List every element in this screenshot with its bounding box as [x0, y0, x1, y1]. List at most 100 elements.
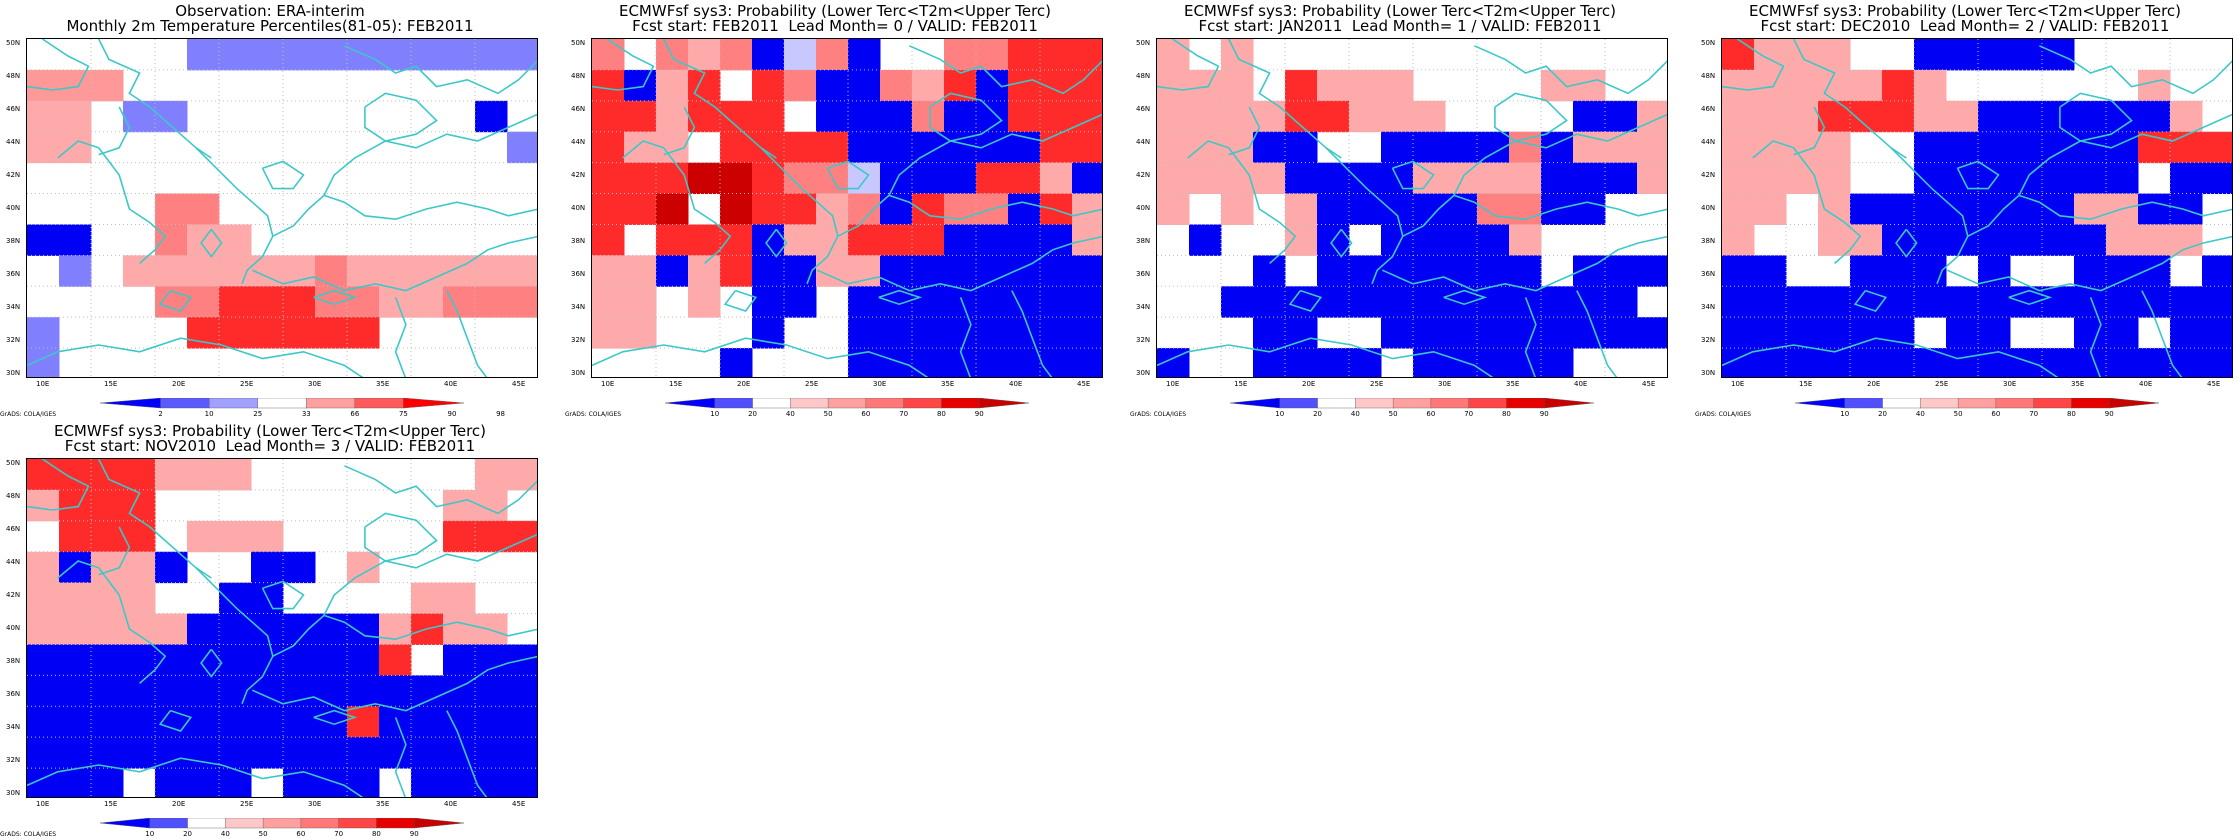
coastline [195, 567, 274, 705]
grid-cell [475, 644, 508, 676]
lat-tick-label: 50N [571, 39, 586, 47]
grid-cell [976, 255, 1009, 287]
grid-cell [1946, 39, 1979, 71]
grid-cell [1946, 286, 1979, 318]
grid-cell [507, 737, 537, 769]
grid-cell [91, 675, 124, 707]
grid-cell [1381, 193, 1414, 225]
grid-cell [2074, 193, 2107, 225]
grid-cell [944, 162, 977, 195]
colorbar-swatch [1882, 398, 1922, 409]
grid-cell [1754, 255, 1787, 287]
colorbar-label: 25 [253, 410, 263, 418]
coastline [816, 235, 1102, 292]
grid-cell [379, 286, 412, 318]
lat-tick-label: 50N [6, 39, 21, 47]
coastline [1946, 235, 2232, 292]
lon-tick-label: 40E [1574, 380, 1588, 388]
grid-cell [1722, 39, 1755, 71]
coastline [622, 140, 732, 264]
grid-cell [91, 706, 124, 738]
colorbar-label: 90 [447, 410, 457, 418]
grid-cell [1285, 193, 1318, 225]
grid-cell [1072, 317, 1102, 349]
coastline [158, 289, 193, 312]
lat-tick-label: 34N [1136, 303, 1151, 311]
shaded-grid [1722, 39, 2232, 377]
grid-cell [2202, 348, 2232, 377]
grid-cell [1157, 69, 1190, 102]
lat-tick-label: 36N [1701, 270, 1716, 278]
coastline [760, 147, 839, 285]
lat-tick-label: 46N [571, 105, 586, 113]
grid-cell [187, 613, 220, 645]
grid-cell [592, 162, 625, 195]
grid-cell [1882, 255, 1915, 287]
grid-cell [2170, 100, 2203, 133]
lat-tick-label: 34N [6, 303, 21, 311]
lon-tick-label: 15E [669, 380, 683, 388]
grid-cell [944, 193, 977, 225]
grid-cell [475, 39, 508, 71]
grads-credit: GrADS: COLA/IGES [1695, 411, 1752, 418]
lon-tick-label: 10E [601, 380, 615, 388]
grid-cell [187, 39, 220, 71]
grid-cell [443, 644, 476, 676]
grid-cell [624, 317, 657, 349]
grid-cell [624, 255, 657, 287]
colorbar-swatch [1957, 398, 1997, 409]
grid-cell [219, 317, 252, 349]
grid-cell [944, 317, 977, 349]
grid-cell [219, 613, 252, 645]
lon-tick-label: 30E [873, 380, 887, 388]
coastline [1381, 235, 1667, 292]
grid-cell [1189, 100, 1222, 133]
lat-tick-label: 40N [1701, 204, 1716, 212]
lon-tick-label: 45E [1642, 380, 1656, 388]
grid-cell [1072, 131, 1102, 164]
panel-title-line2: Fcst start: FEB2011 Lead Month= 0 / VALI… [632, 17, 1038, 35]
grid-cell [219, 39, 252, 71]
grid-cell [443, 675, 476, 707]
grid-cell [2010, 224, 2043, 256]
grid-cell [2202, 131, 2232, 164]
grid-cell [1349, 162, 1382, 195]
coastline [251, 235, 537, 292]
lon-tick-label: 35E [376, 380, 390, 388]
grid-cell [1541, 348, 1574, 377]
lat-tick-label: 32N [1136, 336, 1151, 344]
grid-cell [816, 193, 849, 225]
grid-cell [880, 317, 913, 349]
grid-cell [1317, 69, 1350, 102]
coastline [394, 717, 407, 797]
grid-cell [1008, 39, 1041, 71]
grid-cell [624, 131, 657, 164]
grid-cell [1253, 286, 1286, 318]
grid-cell [1754, 100, 1787, 133]
grid-cell [592, 100, 625, 133]
colorbar-swatches [100, 818, 464, 829]
lon-tick-label: 10E [1731, 380, 1745, 388]
grid-cell [752, 131, 785, 164]
coastline [313, 709, 358, 726]
grid-cell [1157, 162, 1190, 195]
grid-cell [624, 162, 657, 195]
grid-cell [1914, 131, 1947, 164]
grid-cell [59, 489, 92, 522]
grid-cell [592, 193, 625, 225]
grid-cell [1946, 100, 1979, 133]
grid-cell [1381, 224, 1414, 256]
grid-cell [1445, 317, 1478, 349]
grid-cell [1722, 317, 1755, 349]
grid-cell [912, 224, 945, 256]
lat-tick-label: 40N [6, 624, 21, 632]
colorbar: 10 20 40 50 60 70 80 90 [1795, 398, 2159, 418]
grid-cell [59, 100, 92, 133]
grid-cell [1477, 317, 1510, 349]
grid-cell [251, 613, 284, 645]
grid-cell [1573, 317, 1606, 349]
grid-cell [2202, 255, 2232, 287]
grid-cell [2202, 286, 2232, 318]
lon-tick-label: 20E [737, 380, 751, 388]
coastline [1157, 39, 1220, 91]
